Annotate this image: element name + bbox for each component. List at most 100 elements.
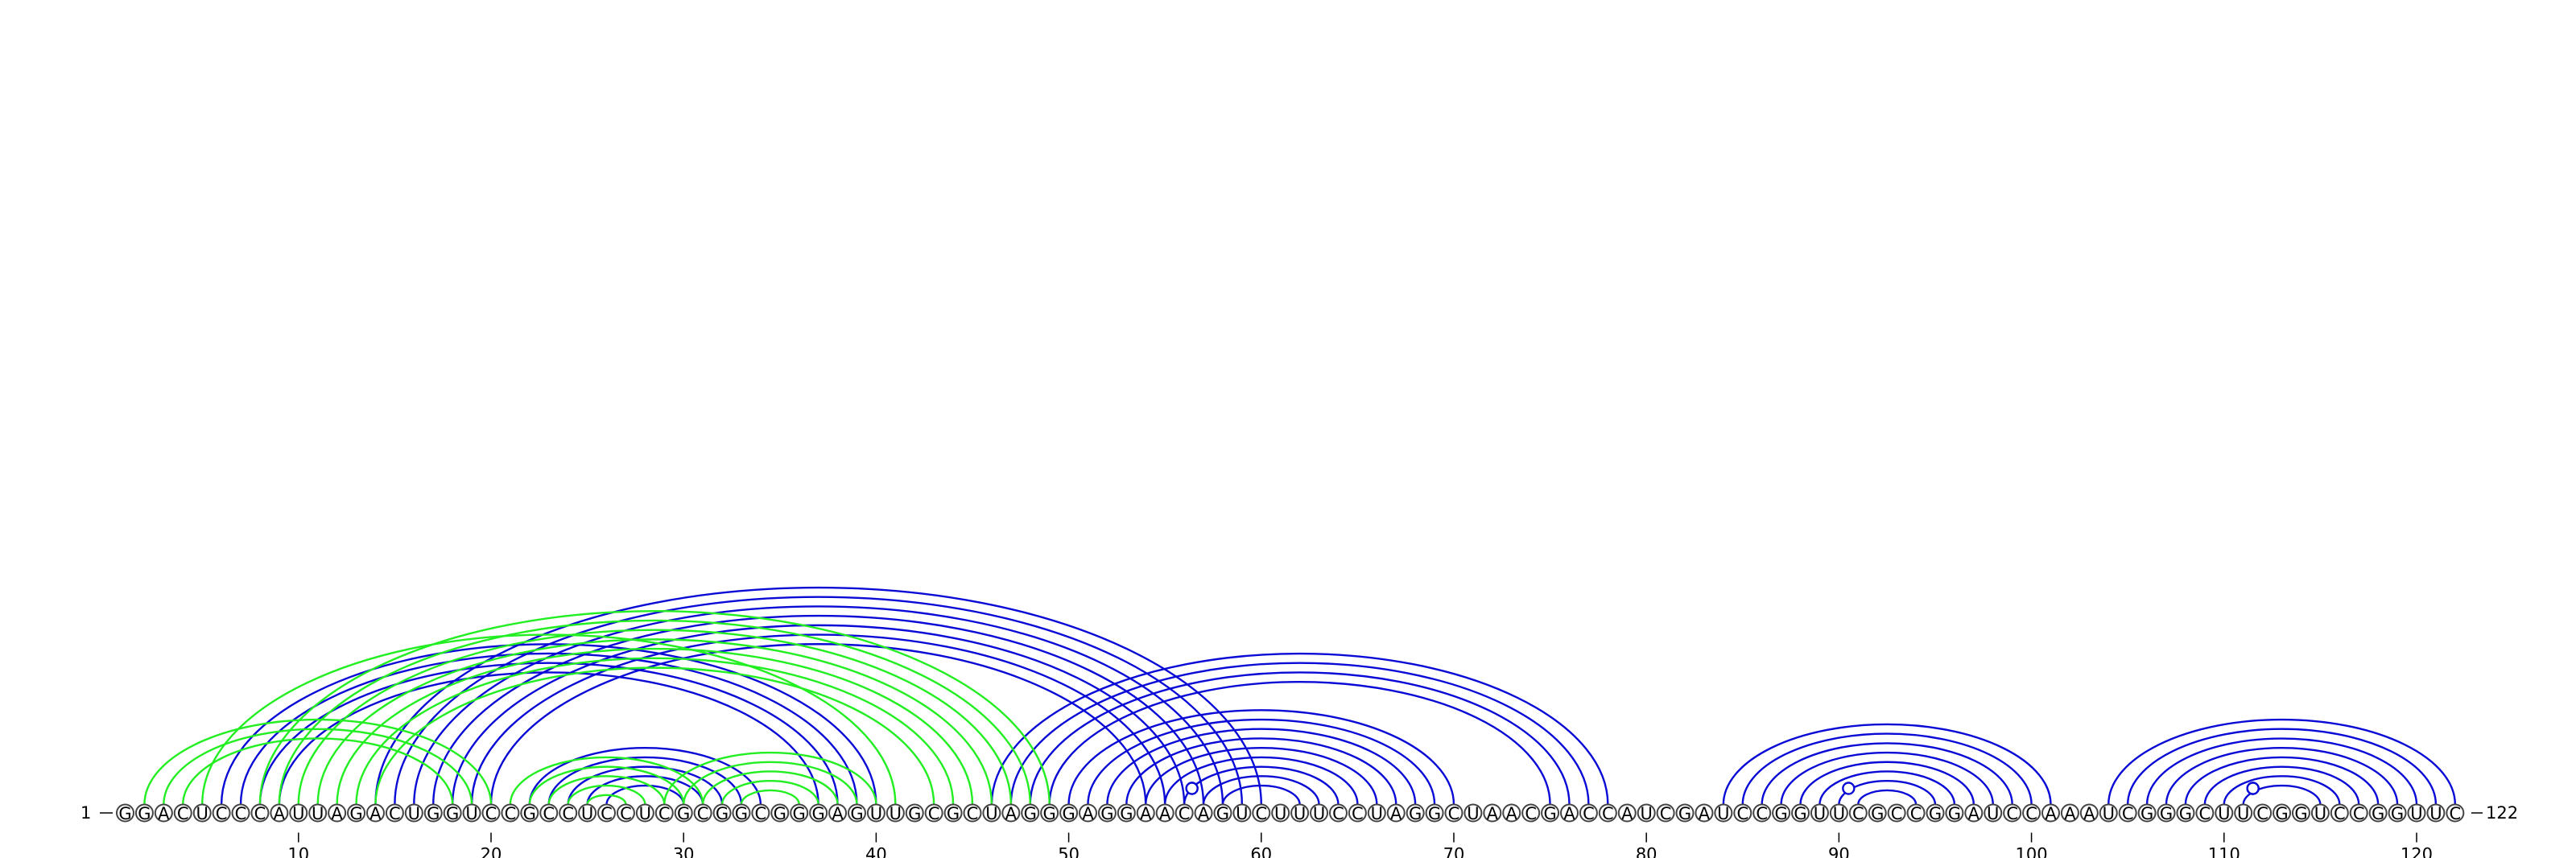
nucleotide-letter: C xyxy=(928,804,940,823)
nucleotide-letter: C xyxy=(1736,804,1748,823)
nucleotide-letter: U xyxy=(870,804,882,823)
nucleotide-letter: U xyxy=(2314,804,2326,823)
nucleotide: G xyxy=(733,804,749,823)
nucleotide: C xyxy=(1850,804,1867,823)
nucleotide-letter: G xyxy=(349,804,362,823)
nucleotide: U xyxy=(1831,804,1847,823)
nucleotide-letter: C xyxy=(216,804,228,823)
nucleotide-letter: U xyxy=(1467,804,1479,823)
nucleotide: G xyxy=(117,804,134,823)
tick-label-80: 80 xyxy=(1636,845,1657,858)
nucleotide-letter: C xyxy=(254,804,266,823)
nucleotide-letter: A xyxy=(1699,804,1711,823)
nucleotide: U xyxy=(1291,804,1308,823)
nucleotide-letter: A xyxy=(1140,804,1152,823)
base-pair-arcs xyxy=(144,588,2454,804)
nucleotide-letter: U xyxy=(1814,804,1826,823)
nucleotide-letter: C xyxy=(967,804,979,823)
base-pair-arc-110-116 xyxy=(2224,776,2340,804)
nucleotide: U xyxy=(1368,804,1385,823)
nucleotide-letter: U xyxy=(312,804,324,823)
nucleotide-letter: U xyxy=(408,804,420,823)
nucleotide: C xyxy=(2331,804,2348,823)
tick-label-70: 70 xyxy=(1443,845,1465,858)
nucleotide-letter: C xyxy=(2334,804,2346,823)
nucleotide: G xyxy=(1946,804,1963,823)
nucleotide-letter: C xyxy=(2449,804,2461,823)
nucleotide: C xyxy=(2351,804,2368,823)
nucleotide-letter: G xyxy=(523,804,536,823)
nucleotide: U xyxy=(2235,804,2252,823)
nucleotide-letter: G xyxy=(1120,804,1133,823)
nucleotide-letter: U xyxy=(2237,804,2249,823)
nucleotide-letter: U xyxy=(1236,804,1248,823)
tick-label-100: 100 xyxy=(2016,845,2048,858)
nucleotide-letter: C xyxy=(697,804,709,823)
nucleotide: U xyxy=(2312,804,2329,823)
nucleotide: C xyxy=(2254,804,2271,823)
position-ticks: 10 20 30 40 50 60 70 80 90 100 110 120 xyxy=(287,833,2433,858)
nucleotide-letter: U xyxy=(1371,804,1383,823)
nucleotide-letter: C xyxy=(562,804,574,823)
nucleotide: U xyxy=(983,804,1000,823)
nucleotide: C xyxy=(1734,804,1751,823)
nucleotide-letter: G xyxy=(1409,804,1422,823)
nucleotide: G xyxy=(1426,804,1443,823)
nucleotide-letter: U xyxy=(2429,804,2442,823)
nucleotide: U xyxy=(868,804,885,823)
nucleotide: A xyxy=(1080,804,1096,823)
nucleotide-letter: C xyxy=(1602,804,1614,823)
nucleotide: A xyxy=(367,804,384,823)
nucleotide-letter: G xyxy=(118,804,131,823)
nucleotide-letter: U xyxy=(1640,804,1652,823)
nucleotide: C xyxy=(617,804,634,823)
nucleotide: C xyxy=(656,804,673,823)
nucleotide-letter: U xyxy=(1717,804,1729,823)
base-pair-arc-104-122 xyxy=(2108,720,2455,804)
nucleotide: C xyxy=(1600,804,1616,823)
nucleotide: G xyxy=(906,804,923,823)
nucleotide-letter: C xyxy=(505,804,517,823)
nucleotide-letter: C xyxy=(235,804,247,823)
tick-label-60: 60 xyxy=(1250,845,1272,858)
nucleotide: G xyxy=(2370,804,2387,823)
nucleotide-letter: G xyxy=(2179,804,2192,823)
nucleotide: U xyxy=(2427,804,2444,823)
nucleotide-letter: G xyxy=(1678,804,1691,823)
nucleotide-letter: A xyxy=(1621,804,1633,823)
nucleotide: G xyxy=(675,804,692,823)
nucleotide: C xyxy=(1889,804,1905,823)
nucleotide-letter: G xyxy=(908,804,921,823)
nucleotide: G xyxy=(1041,804,1058,823)
nucleotide: G xyxy=(1118,804,1135,823)
arc-dot-marker-6 xyxy=(2248,783,2259,794)
nucleotide: G xyxy=(791,804,807,823)
nucleotide-letter: U xyxy=(196,804,208,823)
nucleotide: G xyxy=(2139,804,2156,823)
nucleotide: A xyxy=(829,804,846,823)
base-pair-arc-9-37 xyxy=(279,672,819,804)
nucleotide: U xyxy=(1464,804,1481,823)
arc-dot-marker-2 xyxy=(1187,783,1198,794)
nucleotide: U xyxy=(637,804,654,823)
nucleotide: C xyxy=(1753,804,1770,823)
nucleotide-letter: G xyxy=(1062,804,1075,823)
nucleotide-letter: C xyxy=(1525,804,1537,823)
nucleotide-letter: G xyxy=(2372,804,2384,823)
nucleotide: U xyxy=(2100,804,2117,823)
nucleotide-letter: A xyxy=(158,804,170,823)
base-pair-arc-10-47 xyxy=(299,630,1011,805)
nucleotide: U xyxy=(2215,804,2232,823)
nucleotide-letter: G xyxy=(947,804,960,823)
nucleotide-letter: C xyxy=(543,804,555,823)
nucleotide-letter: G xyxy=(1929,804,1942,823)
nucleotide: C xyxy=(695,804,712,823)
nucleotide-letter: U xyxy=(2410,804,2422,823)
nucleotide: A xyxy=(1619,804,1636,823)
nucleotide: C xyxy=(752,804,769,823)
nucleotide: A xyxy=(1195,804,1212,823)
base-pair-arc-84-101 xyxy=(1724,724,2051,805)
nucleotide-letter: A xyxy=(331,804,343,823)
nucleotide-letter: G xyxy=(1774,804,1787,823)
base-pair-arc-11-46 xyxy=(318,639,992,804)
